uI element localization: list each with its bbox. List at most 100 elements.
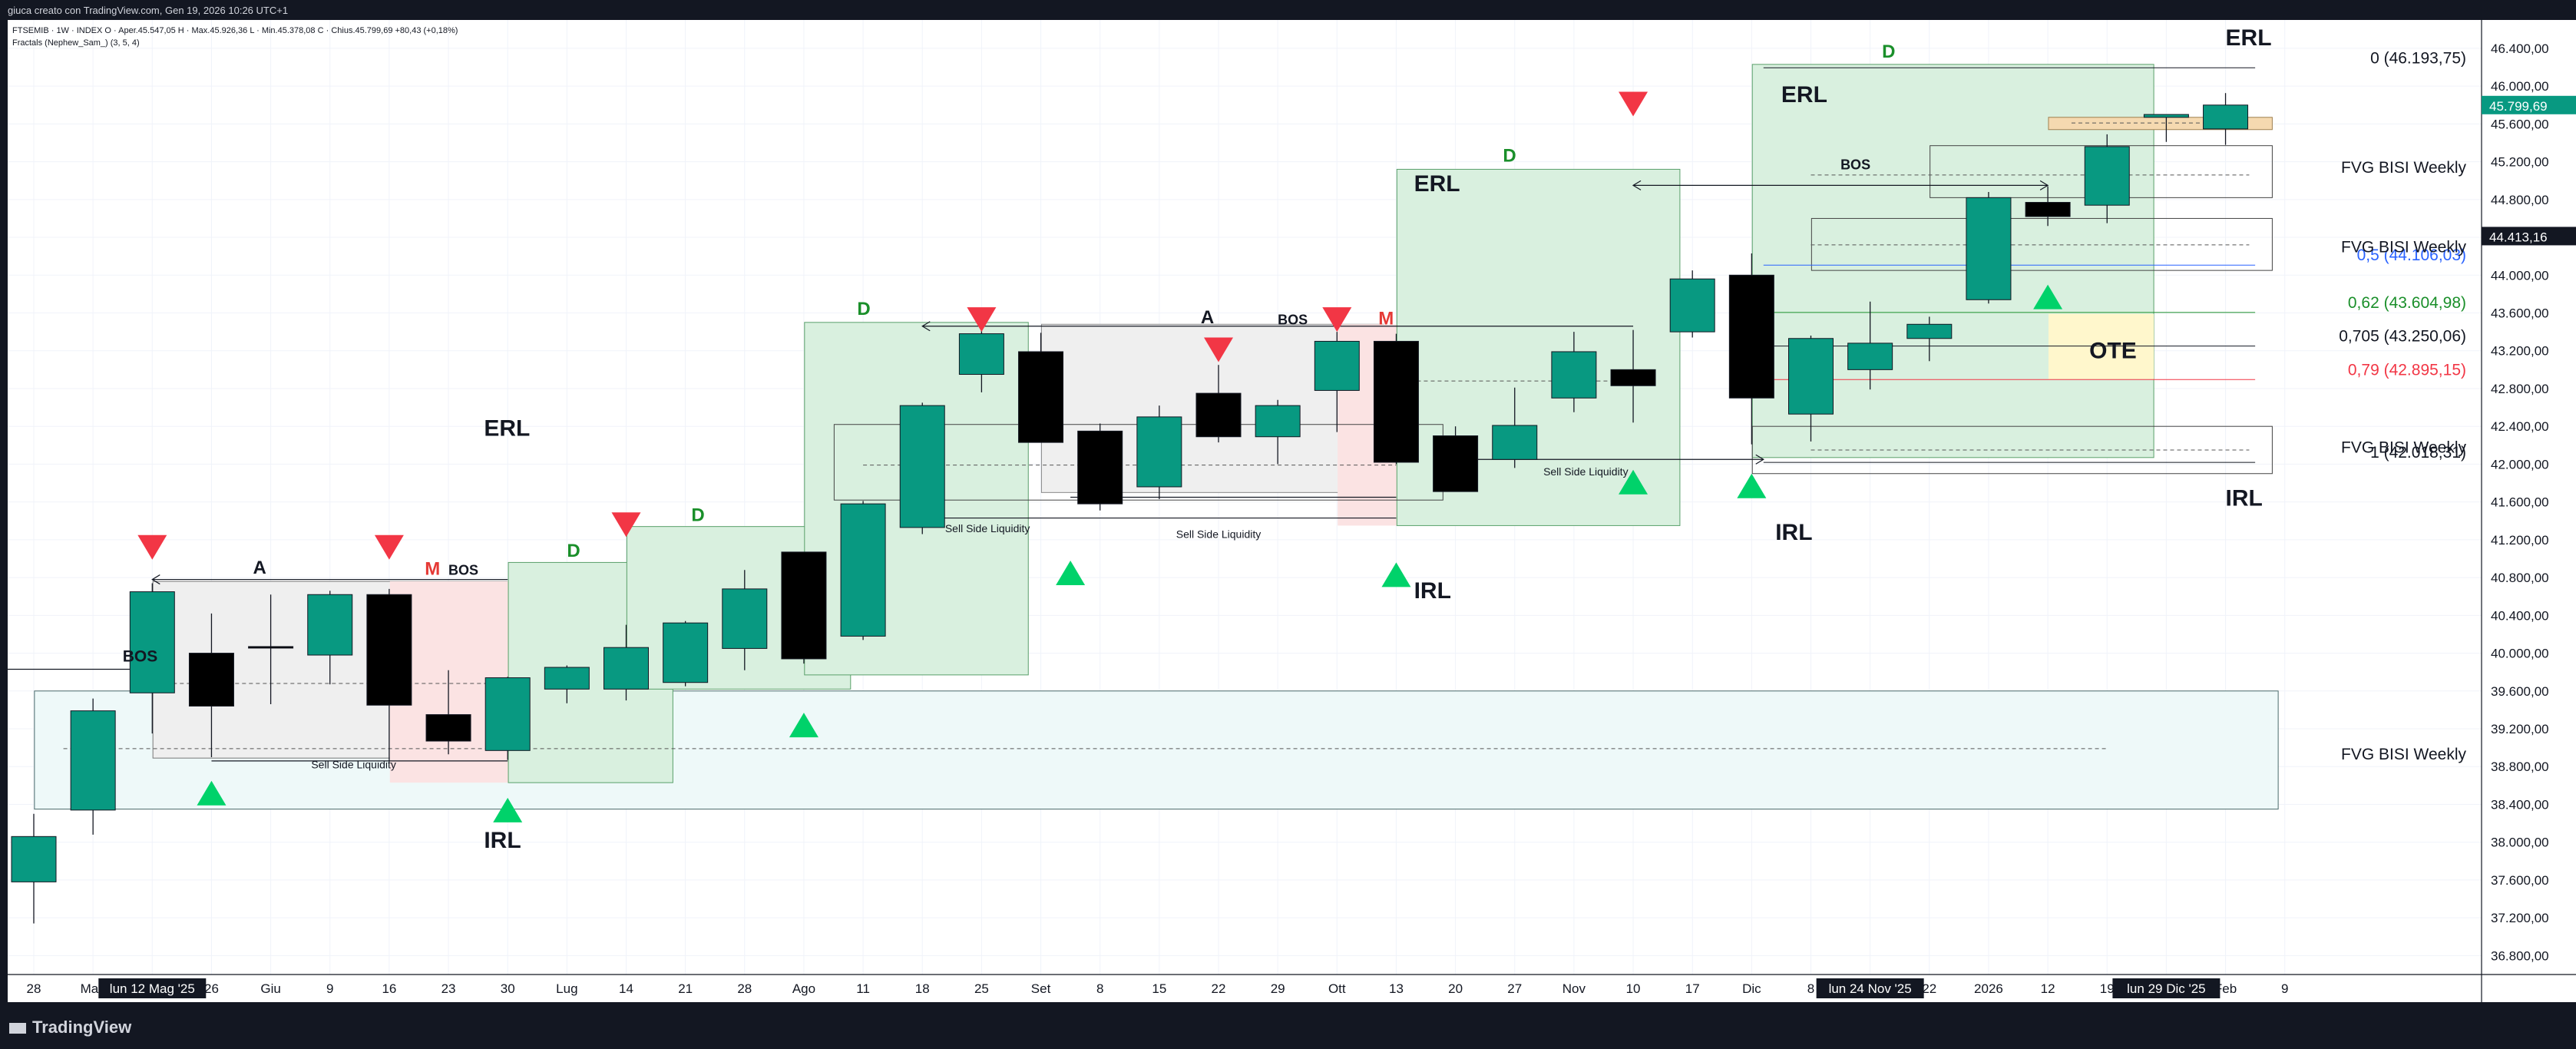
price-axis-tick: 38.400,00 [2491,797,2549,812]
fvg-weekly-box-3 [1810,217,2273,271]
sell-side-liquidity-label: Sell Side Liquidity [1176,528,1262,540]
time-axis-tick: Giu [260,981,280,996]
time-axis-tick: 27 [1507,981,1522,996]
time-axis-tick: 2026 [1974,981,2003,996]
candle-body [840,503,886,637]
ote-label: OTE [2089,339,2137,364]
time-axis-tick: Set [1031,981,1051,996]
time-axis-tick: Lug [556,981,577,996]
fractal-up-icon [1737,473,1767,498]
price-axis-tick: 39.200,00 [2491,722,2549,736]
irl-label: IRL [1414,578,1451,604]
fib-level-label: 0 (46.193,75) [2370,49,2466,67]
tradingview-icon [9,1023,26,1034]
candle-body [484,677,531,751]
candle-body [722,588,768,649]
candle-body [1136,416,1182,488]
price-axis-tick: 45.600,00 [2491,117,2549,131]
discount-label: D [1503,146,1516,167]
fib-level-label: 0,79 (42.895,15) [2348,361,2466,379]
time-axis-tick: 21 [678,981,693,996]
bos-label: BOS [123,648,158,666]
candle-body [11,836,57,882]
price-axis-tick: 43.600,00 [2491,306,2549,321]
accumulation-label: A [253,558,266,578]
time-axis-tick: Nov [1562,981,1586,996]
chart-title: giuca creato con TradingView.com, Gen 19… [8,5,289,16]
tradingview-logo[interactable]: TradingView [9,1018,131,1037]
fractal-down-icon [967,307,997,333]
candle-body [1314,340,1360,391]
candle-body [1906,323,1953,339]
irl-label: IRL [2226,486,2263,511]
accumulation-label: A [1201,307,1214,328]
candle-body [1669,278,1715,333]
time-axis-tick: 20 [1448,981,1463,996]
candle-body [366,594,412,706]
candle-body [1195,392,1242,438]
time-axis-tick: 11 [856,981,870,996]
erl-label: ERL [484,416,530,442]
range-high-line-1-head [151,574,160,585]
candle-body [425,714,471,742]
fractal-down-icon [137,534,167,560]
price-axis-tick: 45.200,00 [2491,155,2549,170]
fvg-weekly-box-4 [1751,425,2273,475]
time-axis-tick: 17 [1685,981,1700,996]
time-axis-tick: 8 [1096,981,1103,996]
erl-label: ERL [1414,171,1460,197]
price-axis-tick: 37.600,00 [2491,873,2549,888]
candle-body [2203,104,2249,130]
sell-side-liquidity-line-4-head [1755,454,1764,465]
fractal-up-icon [493,797,523,822]
price-axis [2482,20,2576,1002]
chart-area[interactable]: 0 (46.193,75) 0,5 (44.106,03) 0,62 (43.604… [8,20,2576,1002]
fractal-down-icon [1619,91,1648,117]
candle-body [1255,405,1301,438]
candle-body [1018,351,1064,443]
candle-body [129,591,175,693]
fractal-up-icon [789,713,818,738]
time-axis-highlight [98,978,207,998]
indicator-legend: Fractals (Nephew_Sam_) (3, 5, 4) [12,38,140,48]
time-axis-tick: Dic [1742,981,1761,996]
candle-body [1492,425,1538,460]
candle-body [1610,369,1656,386]
time-axis-tick: 29 [1271,981,1285,996]
fib-level-label: 0,705 (43.250,06) [2339,328,2466,346]
time-axis-highlight-text: lun 29 Dic '25 [2127,981,2205,996]
time-axis-tick: 9 [326,981,333,996]
candle-body [188,653,234,707]
price-axis-tick: 36.800,00 [2491,948,2549,963]
fib-level-label: 0,5 (44.106,03) [2357,247,2466,264]
price-axis-tick: 38.800,00 [2491,759,2549,774]
candle-body [1433,435,1479,492]
mitigation-label: M [1378,308,1394,329]
fractal-down-icon [611,512,641,538]
price-axis-tick: 42.000,00 [2491,457,2549,472]
price-axis-tick: 37.200,00 [2491,911,2549,925]
candle-body [1847,342,1893,370]
candle-body [1077,430,1123,505]
time-axis-tick: 16 [382,981,396,996]
time-axis-tick: Ott [1328,981,1346,996]
fractal-up-icon [2033,284,2063,309]
candle-body [958,333,1004,376]
candlestick-chart[interactable]: 0 (46.193,75) 0,5 (44.106,03) 0,62 (43.604… [8,20,2576,1002]
sell-side-liquidity-label: Sell Side Liquidity [311,759,396,771]
fractal-up-icon [1056,560,1086,585]
time-axis-tick: 22 [1922,981,1936,996]
bos-line-2-head [1632,180,1642,190]
candle-body [603,647,649,690]
time-axis-tick: 30 [501,981,515,996]
price-axis-tick: 42.400,00 [2491,419,2549,434]
price-axis-tick: 41.600,00 [2491,495,2549,510]
bos-line-2-head [2039,180,2049,190]
price-axis-tick: 40.000,00 [2491,647,2549,661]
candle-body [2143,114,2189,118]
price-axis-tick: 39.600,00 [2491,684,2549,699]
fvg-weekly-label: FVG BISI Weekly [2341,238,2466,256]
discount-label: D [567,541,580,561]
fractal-up-icon [1619,469,1648,495]
candle-body [307,594,353,656]
